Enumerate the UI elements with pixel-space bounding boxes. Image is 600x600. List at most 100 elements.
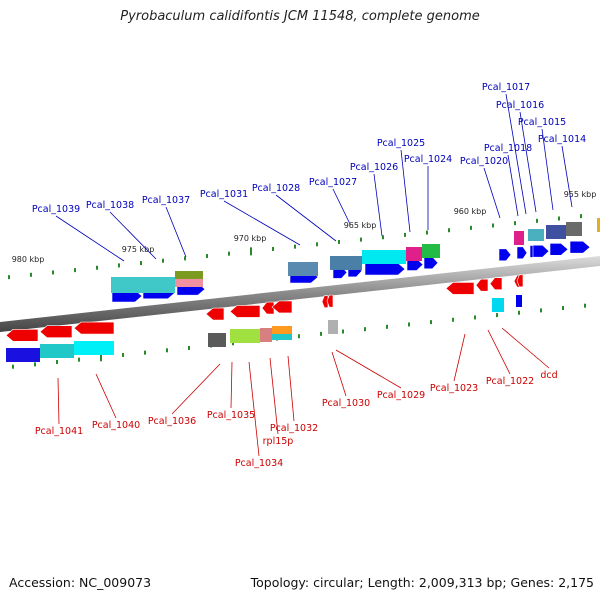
cog-color-bar [597,218,600,232]
scale-tick [580,214,582,219]
reverse-gene-leader [501,327,550,369]
scale-tick [96,265,98,270]
forward-gene-label: Pcal_1038 [86,200,134,211]
reverse-gene-leader [287,355,295,422]
scale-tick [162,258,164,263]
cog-color-bar [566,222,582,236]
cog-color-bar [272,334,292,340]
scale-tick [140,261,142,266]
scale-tick [430,320,432,325]
reverse-gene-label: Pcal_1036 [148,416,196,427]
forward-gene-label: Pcal_1037 [142,195,190,206]
forward-gene-leader [165,206,187,258]
scale-tick [188,345,190,350]
forward-gene-leader [483,167,501,219]
scale-tick [470,225,472,230]
forward-gene-label: Pcal_1025 [377,138,425,149]
reverse-cds-arrow [5,329,39,342]
forward-gene-label: Pcal_1027 [309,177,357,188]
scale-tick [492,223,494,228]
forward-gene-label: Pcal_1017 [482,82,530,93]
cog-color-bar [516,295,522,307]
cog-color-bar [492,298,504,312]
scale-tick [56,360,58,365]
scale-tick [316,242,318,247]
scale-tick [474,315,476,320]
cog-color-bar [330,256,362,270]
scale-tick [166,348,168,353]
reverse-gene-leader [453,333,466,382]
forward-cds-arrow [423,256,439,270]
forward-gene-leader [373,173,383,237]
reverse-cds-arrow [261,301,275,315]
scale-tick [250,247,252,256]
reverse-cds-arrow [321,295,329,308]
scale-tick [122,352,124,357]
cog-color-bar [6,348,40,362]
scale-tick [78,357,80,362]
cog-color-bar [175,271,203,279]
reverse-gene-leader [171,363,221,415]
scale-tick [206,254,208,259]
forward-gene-label: Pcal_1031 [200,189,248,200]
cog-color-bar [406,247,422,261]
scale-tick [364,327,366,332]
scale-tick [52,270,54,275]
forward-gene-leader [55,215,125,262]
forward-gene-leader [505,93,527,215]
topology-text: Topology: circular; Length: 2,009,313 bp… [250,575,594,590]
scale-label: 965 kbp [344,221,377,230]
forward-gene-leader [561,145,573,208]
reverse-gene-leader [230,361,233,409]
forward-gene-label: Pcal_1014 [538,134,586,145]
reverse-gene-label: Pcal_1040 [92,420,140,431]
scale-tick [536,218,538,223]
cog-color-bar [260,328,272,342]
reverse-cds-arrow [475,278,489,292]
reverse-gene-leader [269,357,279,435]
reverse-gene-leader [335,349,402,389]
reverse-gene-label: Pcal_1035 [207,410,255,421]
forward-cds-arrow [364,262,406,276]
scale-label: 975 kbp [122,245,155,254]
cog-color-bar [111,277,175,293]
reverse-gene-leader [57,377,60,425]
scale-tick [12,364,14,369]
forward-gene-label: Pcal_1016 [496,100,544,111]
forward-gene-leader [223,200,301,246]
cog-color-bar [272,326,292,334]
forward-cds-arrow [569,240,591,254]
scale-tick [228,251,230,256]
reverse-gene-label: dcd [540,370,557,381]
cog-color-bar [422,244,440,258]
reverse-gene-label: Pcal_1041 [35,426,83,437]
scale-tick [184,256,186,261]
scale-tick [518,310,520,315]
forward-gene-label: Pcal_1039 [32,204,80,215]
scale-tick [562,306,564,311]
reverse-gene-label: Pcal_1030 [322,398,370,409]
cog-color-bar [40,344,74,358]
forward-gene-label: Pcal_1028 [252,183,300,194]
scale-label: 980 kbp [12,255,45,264]
reverse-cds-arrow [326,294,334,308]
scale-tick [386,324,388,329]
scale-tick [514,221,516,226]
reverse-cds-arrow [205,307,225,321]
scale-tick [540,308,542,313]
forward-gene-leader [541,128,554,211]
reverse-gene-label: rpl15p [263,436,294,447]
forward-gene-leader [275,194,337,242]
reverse-cds-arrow [445,282,475,295]
cog-color-bar [208,333,226,347]
reverse-gene-label: Pcal_1034 [235,458,283,469]
scale-tick [382,235,384,240]
scale-tick [320,331,322,336]
scale-tick [404,232,406,237]
scale-tick [408,322,410,327]
scale-tick [294,244,296,249]
reverse-gene-label: Pcal_1032 [270,423,318,434]
forward-cds-arrow [498,248,512,262]
scale-tick [360,237,362,242]
reverse-cds-arrow [73,321,115,335]
